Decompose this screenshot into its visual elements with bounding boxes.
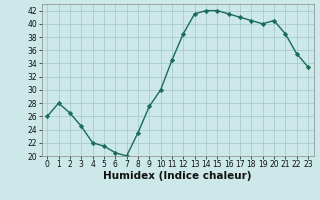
- X-axis label: Humidex (Indice chaleur): Humidex (Indice chaleur): [103, 171, 252, 181]
